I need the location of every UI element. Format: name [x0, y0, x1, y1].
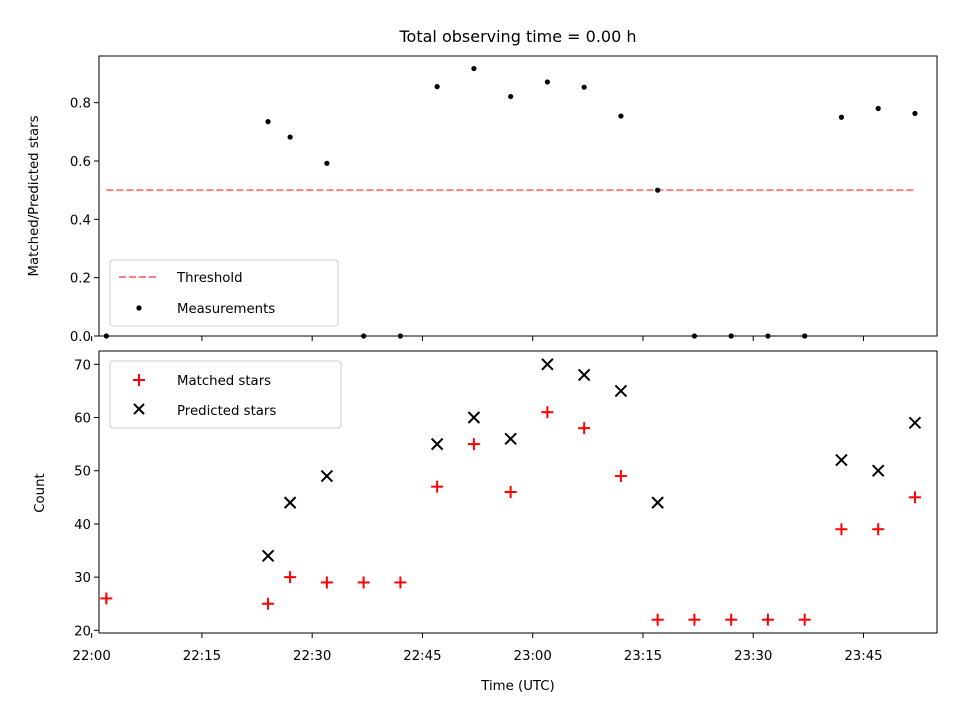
measurement-point	[544, 79, 551, 85]
count-y-tick-label: 60	[74, 412, 91, 427]
ratio-y-axis-label: Matched/Predicted stars	[27, 115, 42, 276]
measurement-point	[912, 110, 918, 117]
legend-threshold-label: Threshold	[176, 271, 243, 286]
predicted-star-point	[577, 368, 591, 382]
measurement-point	[618, 113, 624, 119]
x-tick-label: 23:15	[624, 649, 662, 664]
ratio-legend: Threshold Measurements	[109, 259, 339, 327]
matched-star-point	[431, 480, 444, 493]
measurement-point	[471, 65, 477, 72]
chart-title: Total observing time = 0.00 h	[398, 27, 636, 46]
matched-star-point	[541, 406, 554, 419]
predicted-star-point	[908, 416, 922, 430]
ratio-y-tick-label: 0.8	[70, 97, 91, 112]
matched-star-point	[100, 592, 113, 605]
legend-matched-swatch	[133, 374, 145, 386]
predicted-star-point	[871, 464, 885, 477]
count-legend: Matched stars Predicted stars	[109, 360, 342, 429]
legend-matched-label: Matched stars	[177, 374, 271, 389]
count-y-tick-label: 30	[74, 571, 91, 586]
predicted-star-point	[430, 437, 444, 451]
matched-star-point	[578, 422, 591, 435]
predicted-star-point	[541, 358, 554, 371]
matched-star-point	[725, 613, 738, 626]
matched-star-point	[908, 491, 921, 504]
x-tick-label: 22:15	[183, 649, 221, 664]
matched-star-point	[614, 470, 627, 483]
measurement-point	[655, 187, 661, 193]
count-y-tick-label: 70	[74, 358, 91, 373]
measurement-point	[838, 114, 845, 120]
matched-star-point	[504, 486, 517, 498]
matched-star-point	[761, 613, 774, 626]
measurement-point	[265, 119, 271, 125]
count-plot-area	[100, 358, 922, 626]
x-tick-label: 23:30	[734, 649, 772, 664]
predicted-star-point	[261, 549, 275, 563]
measurement-point	[508, 93, 514, 100]
predicted-star-point	[283, 496, 297, 509]
legend-measurements-swatch	[136, 305, 142, 311]
legend-measurements-label: Measurements	[177, 302, 275, 317]
ratio-panel-frame	[98, 55, 938, 337]
legend-predicted-swatch	[133, 403, 145, 415]
ratio-y-tick-label: 0.0	[70, 330, 91, 345]
matched-star-point	[688, 613, 701, 626]
x-tick-label: 23:00	[514, 649, 552, 664]
ratio-y-tick-label: 0.6	[70, 155, 91, 170]
measurement-point	[875, 105, 881, 112]
measurement-point	[581, 84, 587, 90]
predicted-star-point	[614, 384, 628, 398]
count-y-tick-label: 20	[74, 624, 91, 639]
count-y-axis-label: Count	[33, 473, 48, 513]
matched-star-point	[357, 576, 370, 589]
measurement-point	[287, 134, 293, 140]
measurement-point	[434, 84, 440, 90]
count-panel-frame	[98, 350, 938, 634]
ratio-legend-box	[109, 259, 339, 327]
predicted-star-point	[504, 432, 517, 445]
x-tick-label: 22:30	[293, 649, 331, 664]
matched-star-point	[394, 576, 407, 589]
x-tick-label: 22:00	[72, 649, 110, 664]
x-tick-label: 22:45	[403, 649, 441, 664]
matched-star-point	[872, 523, 885, 536]
predicted-star-point	[651, 496, 664, 509]
matched-star-point	[320, 576, 333, 589]
ratio-y-tick-label: 0.4	[70, 213, 91, 228]
count-panel: Count Time (UTC) Matched stars Predicted…	[33, 350, 938, 694]
x-axis-label: Time (UTC)	[480, 679, 555, 694]
predicted-star-point	[320, 469, 334, 483]
predicted-star-point	[835, 453, 848, 467]
matched-star-point	[467, 438, 480, 451]
matched-star-point	[835, 523, 848, 536]
predicted-star-point	[467, 411, 481, 424]
count-y-tick-label: 40	[74, 518, 91, 533]
matched-star-point	[284, 571, 297, 584]
matched-star-point	[262, 597, 275, 610]
count-y-tick-label: 50	[74, 465, 91, 480]
ratio-panel: Matched/Predicted stars Threshold Measur…	[27, 55, 938, 339]
count-legend-box	[109, 360, 342, 429]
measurement-point	[324, 160, 330, 166]
x-tick-label: 23:45	[844, 649, 882, 664]
matched-star-point	[651, 613, 664, 626]
ratio-y-tick-label: 0.2	[70, 272, 91, 287]
legend-predicted-label: Predicted stars	[177, 404, 276, 419]
matched-star-point	[798, 613, 811, 626]
